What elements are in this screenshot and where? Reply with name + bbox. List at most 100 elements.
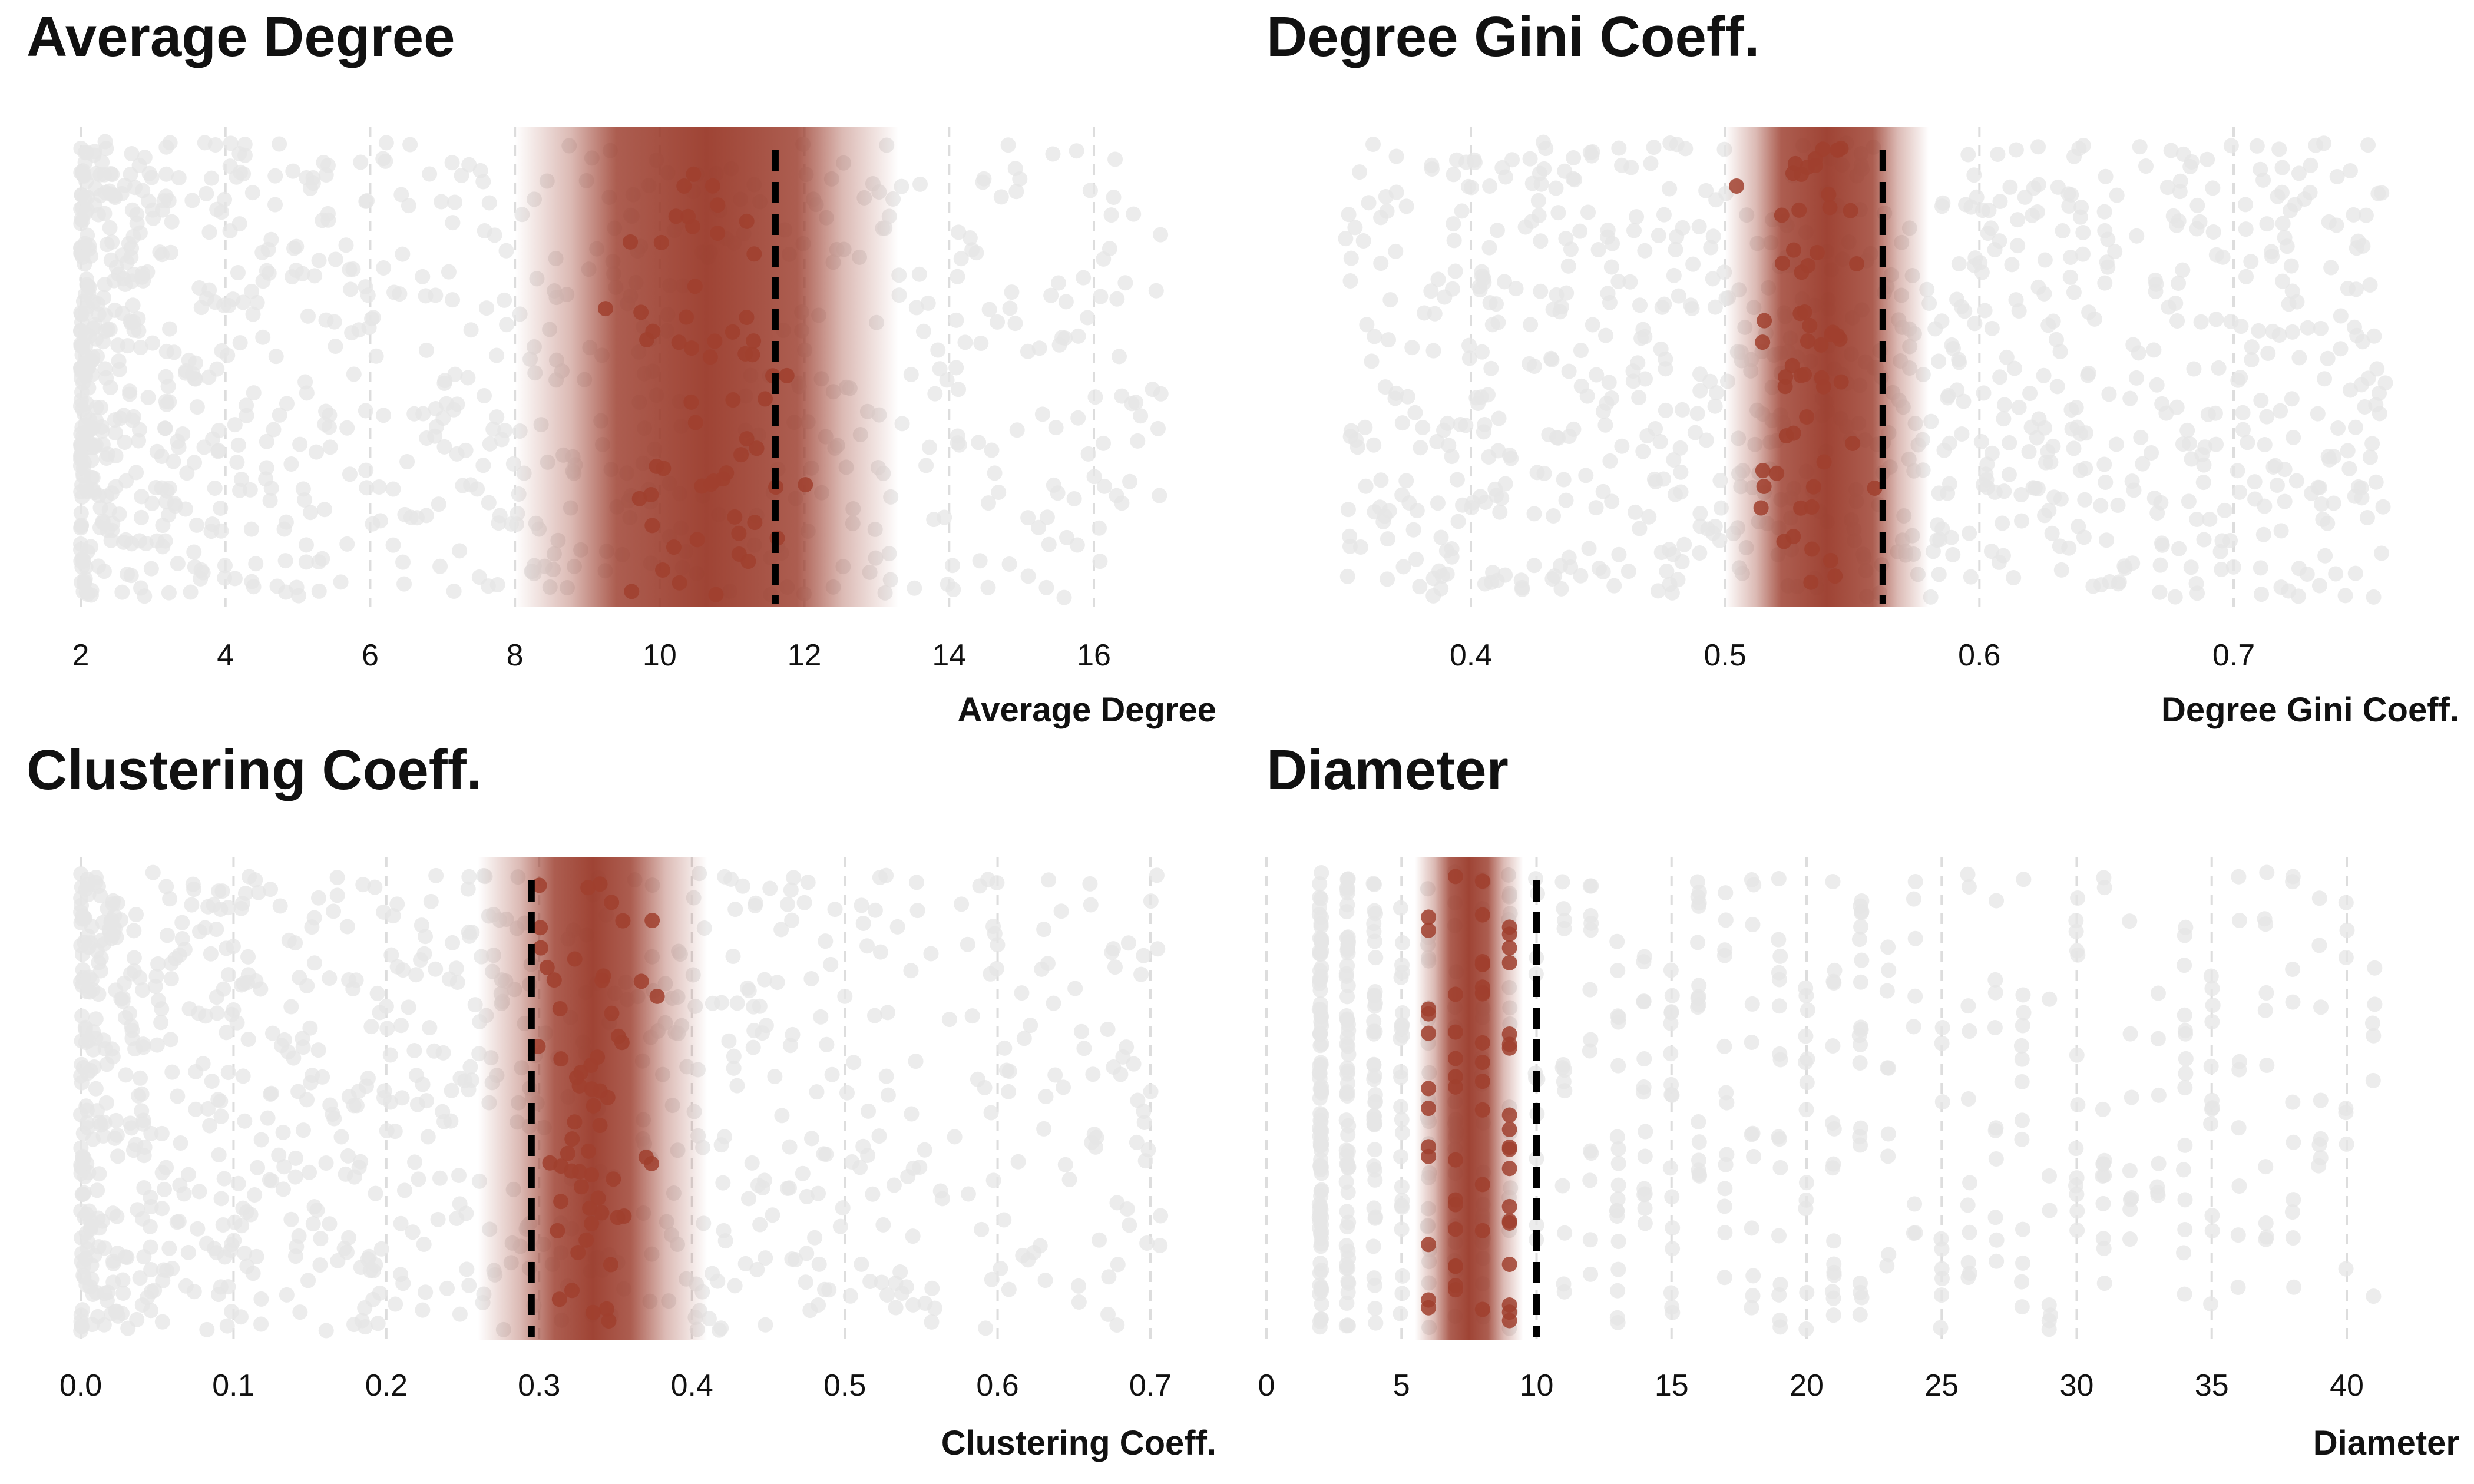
background-point	[115, 1286, 131, 1301]
background-point	[1556, 920, 1572, 936]
background-point	[2030, 481, 2046, 496]
background-point	[1313, 916, 1329, 932]
background-point	[842, 1288, 858, 1304]
background-point	[110, 337, 126, 353]
background-point	[2078, 425, 2093, 441]
background-point	[1405, 522, 1421, 538]
background-point	[1496, 274, 1512, 290]
highlighted-point	[553, 1194, 569, 1210]
background-point	[1130, 1092, 1146, 1108]
background-point	[1536, 465, 1552, 481]
background-point	[322, 970, 338, 986]
background-point	[917, 1296, 933, 1311]
background-point	[2202, 511, 2218, 527]
background-point	[1085, 1066, 1101, 1082]
background-point	[1313, 932, 1329, 948]
background-point	[2269, 478, 2285, 493]
background-point	[199, 186, 214, 201]
background-point	[311, 253, 327, 269]
background-point	[1050, 275, 1066, 291]
background-point	[2364, 1015, 2380, 1031]
highlighted-points	[1421, 869, 1517, 1329]
background-point	[1573, 378, 1589, 394]
background-point	[2230, 1227, 2246, 1243]
background-point	[1689, 874, 1705, 890]
background-point	[2099, 532, 2115, 548]
background-point	[1989, 893, 2005, 909]
background-point	[1692, 366, 1708, 382]
x-tick-label: 0.5	[1704, 638, 1747, 673]
background-point	[118, 1067, 134, 1083]
highlighted-point	[1791, 202, 1807, 218]
highlighted-point	[1447, 1258, 1463, 1274]
background-point	[199, 1321, 215, 1337]
background-point	[1692, 545, 1708, 561]
background-point	[2230, 1279, 2246, 1295]
background-point	[1082, 876, 1098, 892]
background-point	[230, 1175, 246, 1191]
background-point	[835, 1200, 851, 1216]
background-point	[135, 982, 151, 998]
highlighted-point	[533, 940, 549, 956]
background-point	[923, 946, 939, 962]
background-point	[774, 1108, 790, 1124]
background-point	[1361, 195, 1377, 211]
highlighted-point	[1815, 379, 1831, 395]
background-point	[1103, 207, 1119, 223]
highlighted-point	[582, 1200, 598, 1216]
background-point	[340, 1148, 356, 1164]
background-point	[908, 300, 924, 316]
highlighted-point	[687, 415, 703, 430]
background-point	[2064, 421, 2080, 437]
x-tick-label: 0.0	[59, 1369, 102, 1403]
panel-title: Average Degree	[27, 5, 455, 68]
highlighted-point	[725, 324, 740, 340]
background-point	[712, 1322, 727, 1338]
background-point	[329, 887, 345, 903]
background-point	[1744, 1127, 1759, 1142]
highlighted-point	[550, 1223, 565, 1238]
background-point	[1522, 356, 1537, 372]
highlighted-point	[644, 518, 660, 534]
highlighted-point	[746, 333, 762, 349]
highlighted-point	[592, 876, 608, 892]
background-point	[1477, 494, 1493, 510]
background-point	[1313, 1183, 1329, 1199]
background-point	[1966, 167, 1982, 183]
background-point	[1600, 286, 1616, 302]
background-point	[73, 165, 89, 181]
background-point	[1931, 567, 1947, 582]
background-point	[798, 1274, 813, 1290]
background-point	[163, 1032, 178, 1048]
background-point	[1610, 1283, 1626, 1298]
background-point	[1935, 195, 1951, 211]
background-point	[264, 1173, 280, 1189]
background-point	[361, 1248, 377, 1264]
highlighted-point	[1501, 1107, 1517, 1123]
background-point	[1558, 492, 1574, 508]
background-point	[1388, 148, 1404, 164]
background-point	[220, 1065, 236, 1081]
background-point	[2338, 950, 2354, 966]
background-point	[393, 187, 409, 203]
background-point	[276, 1032, 292, 1048]
background-point	[1573, 343, 1589, 359]
background-point	[1036, 922, 1052, 938]
background-point	[802, 1303, 818, 1319]
background-point	[2175, 262, 2191, 278]
background-point	[948, 360, 964, 376]
background-point	[1312, 1220, 1328, 1236]
background-point	[2096, 1276, 2112, 1291]
background-point	[1771, 932, 1787, 948]
background-point	[2042, 991, 2058, 1007]
background-point	[1485, 565, 1501, 581]
background-point	[98, 323, 114, 339]
background-point	[240, 1032, 256, 1048]
background-point	[1825, 1038, 1841, 1054]
background-point	[1854, 952, 1870, 968]
background-point	[187, 370, 203, 386]
background-point	[2257, 437, 2273, 453]
background-point	[382, 1047, 398, 1063]
background-point	[2151, 1087, 2167, 1103]
background-point	[2069, 943, 2085, 959]
